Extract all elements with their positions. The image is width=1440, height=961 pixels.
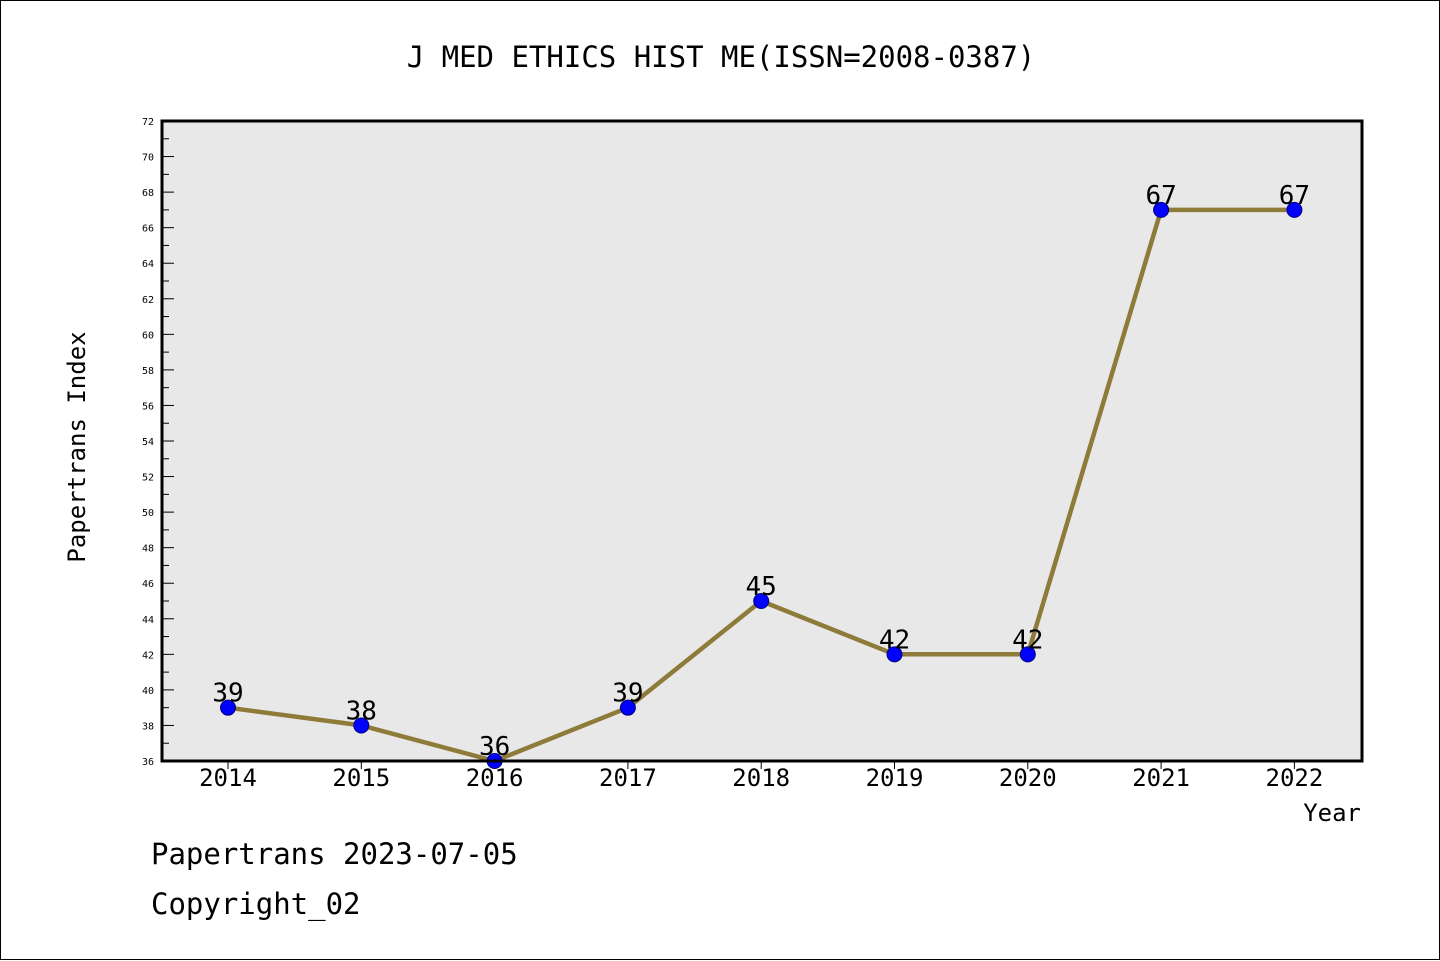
footer-date-text: Papertrans 2023-07-05	[151, 837, 518, 871]
y-tick-label: 70	[142, 153, 154, 164]
plot-frame	[160, 119, 1364, 763]
y-tick-label: 72	[142, 117, 154, 128]
data-label: 67	[1145, 181, 1176, 211]
data-label: 42	[879, 625, 910, 655]
data-point	[1153, 201, 1170, 218]
x-axis-label: Year	[1303, 799, 1361, 827]
data-point	[619, 699, 636, 716]
y-tick-label: 48	[142, 544, 154, 555]
y-tick-label: 50	[142, 508, 154, 519]
x-tick-label: 2020	[999, 764, 1057, 792]
data-point	[353, 717, 370, 734]
data-point	[1019, 646, 1036, 663]
x-axis-ticks: 2014 2015 2016 2017 2018 2019 2020 2021 2022	[199, 761, 1323, 792]
x-tick-label: 2017	[599, 764, 657, 792]
data-label: 42	[1012, 625, 1043, 655]
series-layer: 39 38 36 39 45 42 42 67 67	[212, 181, 1310, 769]
data-point	[1286, 201, 1303, 218]
data-point	[220, 699, 236, 716]
y-tick-label: 62	[142, 295, 154, 306]
data-label: 45	[746, 572, 777, 602]
y-tick-label: 42	[142, 650, 154, 661]
y-tick-label: 58	[142, 366, 154, 377]
data-label: 39	[612, 679, 643, 709]
y-tick-label: 56	[142, 401, 154, 412]
data-label: 38	[346, 696, 377, 726]
y-tick-label: 44	[142, 615, 154, 626]
y-axis-ticks: 36 38 40 42 44 46 48 50 52 54 56 58 60 62 64 66 68 70 72	[142, 117, 174, 768]
x-tick-label: 2019	[866, 764, 924, 792]
x-tick-label: 2018	[732, 764, 790, 792]
y-tick-label: 46	[142, 579, 154, 590]
data-point	[886, 646, 903, 663]
y-tick-label: 60	[142, 330, 154, 341]
chart-title: J MED ETHICS HIST ME(ISSN=2008-0387)	[407, 40, 1036, 74]
data-label: 39	[212, 679, 243, 709]
data-label: 67	[1279, 181, 1310, 211]
footer-copyright-text: Copyright_02	[151, 887, 361, 921]
data-label: 36	[479, 732, 510, 762]
y-axis-label: Papertrans Index	[63, 331, 91, 562]
data-point	[753, 593, 770, 609]
y-tick-label: 40	[142, 686, 154, 697]
x-tick-label: 2015	[332, 764, 390, 792]
y-tick-label: 52	[142, 473, 154, 484]
plot-area	[162, 121, 1362, 761]
y-tick-label: 64	[142, 259, 154, 270]
x-tick-label: 2021	[1132, 764, 1190, 792]
y-tick-label: 36	[142, 757, 154, 768]
y-tick-label: 68	[142, 188, 154, 199]
y-tick-label: 54	[142, 437, 154, 448]
y-tick-label: 38	[142, 721, 154, 732]
x-tick-label: 2022	[1266, 764, 1324, 792]
x-tick-label: 2014	[199, 764, 257, 792]
y-tick-label: 66	[142, 224, 154, 235]
